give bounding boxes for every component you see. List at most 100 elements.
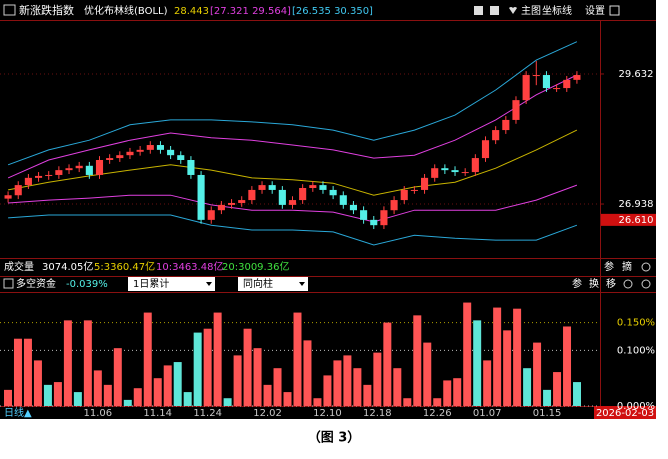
volume-label: 成交量 [4, 260, 34, 273]
candle-body [319, 185, 327, 190]
candle-body [116, 155, 124, 159]
candle-body [45, 174, 53, 176]
candle-body [167, 149, 175, 156]
fund-bar [303, 340, 312, 406]
fund-bar [563, 326, 572, 406]
fund-bar [543, 389, 552, 406]
panel-icon[interactable] [3, 4, 16, 16]
fund-zoom-out[interactable] [623, 279, 633, 289]
fund-bar [113, 348, 122, 406]
main-chart-button[interactable]: 主图 [521, 5, 541, 17]
fund-bar [23, 338, 32, 406]
candle-body [207, 210, 215, 220]
fund-move-button[interactable]: 移 [606, 277, 616, 290]
favorite-button[interactable] [509, 6, 517, 14]
fund-bar [193, 332, 202, 406]
volume-total: 3074.05亿 [42, 260, 93, 273]
candle-body [4, 195, 12, 199]
candle-body [370, 219, 378, 226]
y-tick-label: 0.100% [617, 345, 655, 356]
candle-body [156, 145, 165, 150]
x-tick-label: 12.02 [253, 408, 282, 419]
candle-body [238, 200, 246, 203]
settings-button[interactable]: 设置 [585, 5, 605, 17]
candle-body [451, 170, 459, 173]
x-tick-label: 12.18 [363, 408, 392, 419]
fund-bar [183, 392, 192, 406]
fund-bar [313, 398, 322, 406]
candle-body [187, 160, 195, 175]
candle-body [461, 172, 469, 174]
close-button[interactable] [609, 5, 620, 16]
y-tick-label: 26.938 [619, 199, 654, 210]
frame [0, 20, 656, 407]
candle-body [522, 75, 530, 101]
fund-bar [293, 312, 302, 406]
boll-inner: [27.321 29.564] [210, 6, 291, 17]
boll-mid: 28.443 [174, 6, 209, 17]
dropdown-arrow [299, 282, 305, 286]
candle-body [95, 160, 104, 175]
fund-bar [263, 384, 272, 406]
candle-body [65, 168, 73, 171]
x-tick-label: 11.24 [193, 408, 222, 419]
fund-param-button[interactable]: 参 [572, 277, 582, 290]
x-tick-label: 12.10 [313, 408, 342, 419]
candle-body [502, 119, 510, 131]
indicator-name: 优化布林线(BOLL) [84, 4, 168, 17]
candle-body [400, 189, 408, 201]
x-tick-label: 11.14 [143, 408, 172, 419]
price-marker-label: 26.610 [619, 215, 654, 226]
candle-body [360, 210, 368, 220]
accumulate-dropdown-text[interactable]: 1日累计 [133, 277, 169, 290]
fund-bar [213, 312, 222, 406]
candle-body [563, 79, 571, 89]
candle-body [248, 189, 256, 201]
coordinate-button[interactable]: 坐标线 [542, 4, 572, 17]
x-tick-label: 12.26 [423, 408, 452, 419]
terminal-background [0, 0, 656, 419]
band-line [7, 74, 578, 179]
fund-bar [503, 330, 512, 406]
fund-bar [203, 328, 212, 406]
fund-bar [3, 389, 12, 406]
candle-body [349, 204, 358, 211]
fund-bar [233, 355, 242, 406]
volume-param-button[interactable]: 参 [604, 260, 614, 273]
fund-bar [393, 368, 402, 406]
price-marker [601, 213, 656, 226]
y-tick-label: 0.000% [617, 401, 655, 412]
candle-body [34, 175, 43, 178]
fund-bar [43, 384, 52, 406]
candle-body [24, 177, 32, 186]
fund-bar [463, 302, 472, 406]
fund-bar [33, 360, 42, 406]
fund-switch-button[interactable]: 换 [589, 277, 599, 290]
fund-zoom-in[interactable] [641, 279, 651, 289]
volume-extract-button[interactable]: 摘 [622, 260, 632, 273]
candle-body [573, 75, 581, 80]
candle-body [329, 189, 337, 196]
candle-body [106, 158, 114, 160]
candle-body [492, 130, 500, 141]
bar-mode-dropdown-text[interactable]: 同向柱 [243, 277, 273, 290]
fund-icon[interactable] [3, 278, 14, 289]
minus-button[interactable] [490, 6, 499, 15]
candle-body [553, 88, 561, 90]
plus-button[interactable] [474, 6, 483, 15]
fund-bar [223, 398, 232, 406]
candle-body [390, 200, 398, 211]
bar-mode-dropdown[interactable] [238, 277, 308, 291]
fund-bar [13, 338, 22, 406]
fund-bar [153, 378, 162, 406]
fund-bar [443, 380, 452, 406]
accumulate-dropdown[interactable] [128, 277, 215, 291]
period-label[interactable]: 日线▲ [4, 406, 32, 419]
candle-body [380, 210, 388, 226]
candle-body [258, 185, 266, 190]
candle-body [278, 189, 286, 205]
candle-body [85, 165, 93, 175]
candle-body [309, 185, 317, 188]
volume-zoom-icon[interactable] [641, 262, 651, 272]
fund-bar [323, 375, 332, 406]
